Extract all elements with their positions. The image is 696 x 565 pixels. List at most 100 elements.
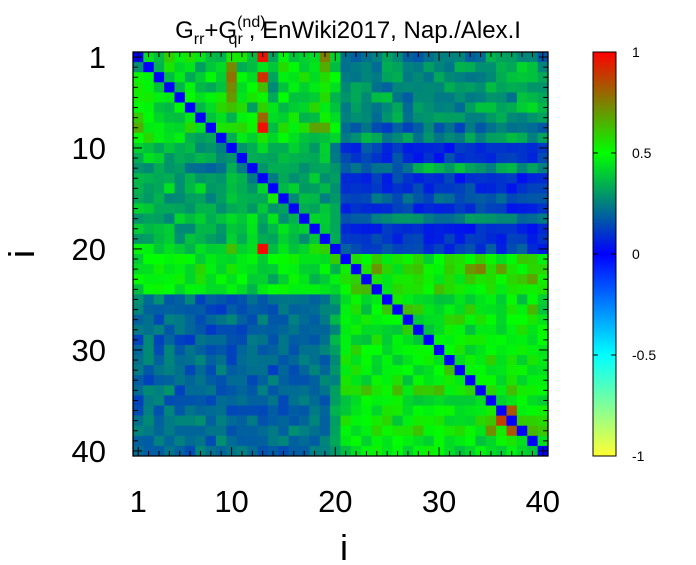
heatmap-cell — [330, 264, 341, 275]
heatmap-cell — [267, 163, 279, 174]
heatmap-cell — [454, 274, 466, 285]
heatmap-cell — [184, 435, 196, 447]
heatmap-cell — [402, 294, 414, 305]
heatmap-cell — [361, 203, 372, 214]
heatmap-cell — [527, 122, 538, 134]
heatmap-cell — [433, 72, 445, 83]
heatmap-cell — [392, 365, 404, 376]
heatmap-cell — [361, 92, 372, 103]
heatmap-cell — [454, 385, 466, 396]
heatmap-cell — [278, 82, 289, 93]
heatmap-cell — [236, 142, 248, 154]
heatmap-cell — [454, 254, 466, 265]
heatmap-cell — [475, 203, 487, 214]
heatmap-cell — [392, 142, 404, 154]
heatmap-cell — [216, 72, 227, 83]
heatmap-cell — [143, 314, 155, 326]
heatmap-cell — [413, 264, 424, 275]
heatmap-cell — [392, 355, 404, 366]
heatmap-cell — [413, 365, 424, 376]
heatmap-cell — [475, 395, 487, 406]
heatmap-cell — [247, 203, 258, 214]
heatmap-cell — [433, 112, 445, 124]
heatmap-cell — [475, 132, 487, 144]
heatmap-cell — [299, 365, 310, 376]
heatmap-cell — [278, 52, 289, 63]
heatmap-cell — [299, 344, 310, 356]
heatmap-cell — [402, 122, 414, 134]
heatmap-cell — [444, 435, 455, 447]
heatmap-cell — [143, 52, 155, 63]
x-tick-label: 30 — [422, 484, 456, 519]
heatmap-cell — [361, 355, 372, 366]
heatmap-cell — [361, 294, 372, 305]
y-tick-label: 1 — [89, 40, 106, 75]
heatmap-cell — [174, 395, 186, 406]
heatmap-cell — [216, 254, 227, 265]
heatmap-cell — [267, 233, 279, 245]
heatmap-cell — [216, 365, 227, 376]
heatmap-cell — [361, 82, 372, 93]
heatmap-cell — [506, 395, 518, 406]
heatmap-cell — [330, 375, 341, 386]
heatmap-cell — [371, 264, 383, 275]
heatmap-cell — [413, 163, 424, 174]
heatmap-cell — [299, 173, 310, 184]
heatmap-cell — [174, 213, 186, 225]
heatmap-cell — [143, 213, 155, 225]
heatmap-cell — [133, 405, 144, 416]
heatmap-cell — [216, 395, 227, 406]
heatmap-cell — [267, 243, 279, 255]
heatmap-cell — [527, 132, 538, 144]
heatmap-cell — [392, 92, 404, 103]
heatmap-cell — [226, 334, 238, 346]
heatmap-cell — [506, 163, 518, 174]
heatmap-cell — [278, 72, 289, 83]
heatmap-cell — [216, 173, 227, 184]
heatmap-cell — [537, 163, 549, 174]
heatmap-cell — [527, 284, 538, 295]
heatmap-cell — [516, 264, 528, 275]
heatmap-cell — [299, 304, 310, 315]
heatmap-cell — [433, 284, 445, 295]
heatmap-cell — [257, 395, 269, 406]
heatmap-cell — [195, 264, 206, 275]
heatmap-cell — [278, 425, 289, 437]
heatmap-cell — [537, 425, 549, 437]
heatmap-cell — [247, 355, 258, 366]
heatmap-cell — [278, 223, 289, 235]
heatmap-cell — [247, 52, 258, 63]
heatmap-cell — [330, 405, 341, 416]
heatmap-cell — [537, 334, 549, 346]
heatmap-cell — [371, 112, 383, 124]
heatmap-cell — [371, 375, 383, 386]
heatmap-cell — [423, 375, 435, 386]
heatmap-cell — [288, 355, 300, 366]
heatmap-cell — [340, 425, 352, 437]
heatmap-cell — [195, 102, 206, 113]
heatmap-cell — [278, 365, 289, 376]
heatmap-cell — [454, 344, 466, 356]
heatmap-cell — [392, 213, 404, 225]
heatmap-cell — [267, 132, 279, 144]
heatmap-cell — [236, 203, 248, 214]
heatmap-cell — [236, 223, 248, 235]
heatmap-cell — [475, 183, 487, 194]
heatmap-cell — [226, 304, 238, 315]
heatmap-cell — [236, 102, 248, 113]
heatmap-cell — [506, 355, 518, 366]
heatmap-cell — [288, 132, 300, 144]
heatmap-cell — [506, 365, 518, 376]
heatmap-cell — [475, 435, 487, 447]
heatmap-cell — [382, 62, 393, 73]
heatmap-cell — [485, 153, 497, 164]
heatmap-cell — [174, 82, 186, 93]
heatmap-cell — [299, 233, 310, 245]
heatmap-cell — [454, 52, 466, 63]
heatmap-cell — [205, 223, 217, 235]
heatmap-cell — [413, 173, 424, 184]
heatmap-cell — [392, 243, 404, 255]
chart-title: Grr+G(nd) qr, EnWiki2017, Nap./Alex.I — [175, 14, 521, 48]
heatmap-cell — [226, 233, 238, 245]
heatmap-cell — [496, 274, 507, 285]
